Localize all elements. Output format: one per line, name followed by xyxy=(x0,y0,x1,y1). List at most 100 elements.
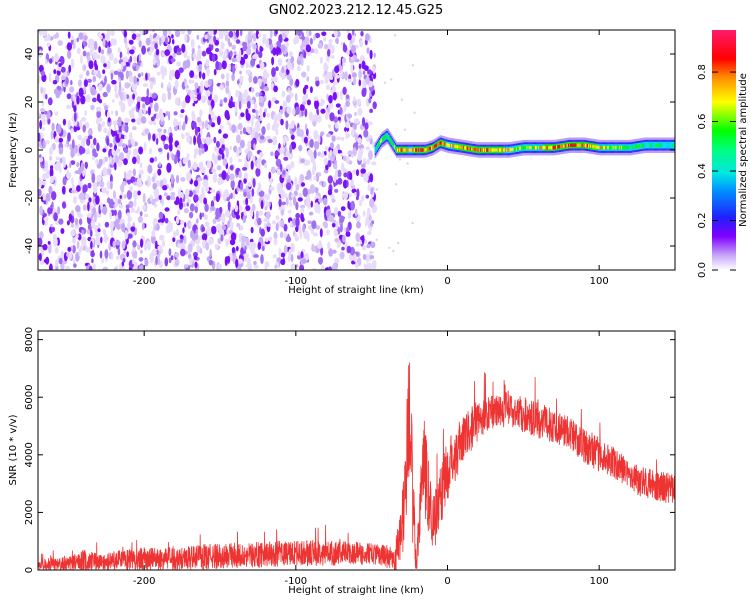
noise-speckle xyxy=(236,184,239,193)
track-core xyxy=(523,145,525,150)
noise-speckle xyxy=(93,213,97,223)
noise-speckle xyxy=(80,161,85,172)
noise-speckle xyxy=(152,56,156,66)
noise-speckle xyxy=(58,218,64,225)
noise-speckle xyxy=(164,257,169,267)
y-tick-label: 0 xyxy=(24,567,35,573)
noise-speckle xyxy=(168,248,172,257)
noise-speckle xyxy=(189,257,193,266)
track-core xyxy=(655,143,657,147)
noise-speckle xyxy=(121,240,126,250)
track-core xyxy=(504,148,506,152)
noise-speckle xyxy=(245,112,251,121)
noise-speckle xyxy=(38,237,43,246)
noise-speckle xyxy=(342,235,346,243)
noise-speckle xyxy=(359,40,364,48)
noise-speckle xyxy=(48,185,53,195)
noise-speckle xyxy=(196,88,200,94)
track-core xyxy=(641,144,643,148)
track-core xyxy=(488,148,490,152)
noise-speckle xyxy=(262,111,266,118)
noise-speckle xyxy=(275,222,279,232)
noise-speckle xyxy=(364,220,368,227)
noise-speckle xyxy=(83,86,86,94)
track-core xyxy=(636,144,639,149)
track-core xyxy=(444,142,447,147)
noise-speckle xyxy=(109,210,112,220)
noise-speckle xyxy=(38,178,43,188)
track-core xyxy=(421,148,423,152)
noise-speckle xyxy=(371,259,377,270)
track-core xyxy=(425,148,428,152)
noise-speckle xyxy=(189,222,193,228)
noise-speckle xyxy=(242,127,247,135)
noise-speckle xyxy=(132,156,137,165)
noise-speckle xyxy=(168,76,173,81)
track-core xyxy=(511,147,514,152)
noise-speckle xyxy=(170,195,176,201)
noise-speckle xyxy=(143,141,147,152)
noise-speckle xyxy=(92,262,96,270)
noise-speckle xyxy=(268,171,272,181)
noise-speckle xyxy=(184,114,188,125)
y-tick-label: -40 xyxy=(24,238,35,254)
track-core xyxy=(422,148,425,152)
noise-speckle xyxy=(212,218,217,225)
noise-speckle xyxy=(49,165,54,170)
noise-speckle xyxy=(103,127,108,134)
noise-speckle xyxy=(327,160,332,168)
noise-speckle xyxy=(175,174,180,184)
noise-speckle xyxy=(180,177,186,182)
noise-speckle xyxy=(305,93,309,100)
track-core xyxy=(455,144,457,149)
noise-speckle xyxy=(207,124,211,130)
noise-speckle xyxy=(101,121,106,127)
noise-speckle xyxy=(255,109,259,116)
noise-speckle xyxy=(304,108,308,118)
noise-speckle xyxy=(56,160,62,171)
noise-speckle xyxy=(102,91,108,98)
noise-speckle xyxy=(126,170,132,180)
noise-speckle xyxy=(247,181,252,188)
noise-speckle xyxy=(40,86,43,95)
noise-speckle xyxy=(274,264,278,269)
noise-speckle xyxy=(290,134,295,140)
track-core xyxy=(378,141,381,145)
noise-speckle xyxy=(230,232,237,242)
noise-speckle xyxy=(64,143,68,148)
noise-speckle xyxy=(337,210,342,217)
noise-speckle xyxy=(208,85,213,93)
noise-speckle xyxy=(231,124,237,134)
track-core xyxy=(530,145,533,150)
noise-speckle xyxy=(283,156,289,161)
track-core xyxy=(518,146,520,151)
noise-speckle xyxy=(108,126,112,137)
noise-speckle xyxy=(54,52,59,63)
noise-speckle xyxy=(347,32,352,41)
noise-speckle xyxy=(240,247,245,257)
noise-speckle xyxy=(119,195,122,199)
noise-speckle xyxy=(237,158,243,163)
track-core xyxy=(398,148,400,152)
noise-speckle xyxy=(213,115,218,121)
noise-speckle xyxy=(165,136,169,141)
noise-speckle xyxy=(320,131,324,137)
noise-speckle xyxy=(211,168,217,173)
noise-speckle xyxy=(370,241,376,248)
track-core xyxy=(593,145,595,149)
noise-speckle xyxy=(252,178,256,188)
noise-speckle xyxy=(230,192,233,199)
noise-speckle xyxy=(280,208,285,216)
y-tick-label: 0 xyxy=(24,147,35,153)
noise-speckle xyxy=(174,258,180,267)
track-core xyxy=(628,145,630,150)
noise-speckle xyxy=(87,129,92,135)
noise-speckle xyxy=(346,180,349,188)
noise-speckle xyxy=(296,65,301,72)
noise-speckle xyxy=(39,231,44,239)
noise-speckle xyxy=(132,148,139,156)
noise-speckle xyxy=(397,241,400,245)
noise-speckle xyxy=(93,137,97,146)
noise-speckle xyxy=(77,134,83,141)
track-core xyxy=(493,148,496,152)
